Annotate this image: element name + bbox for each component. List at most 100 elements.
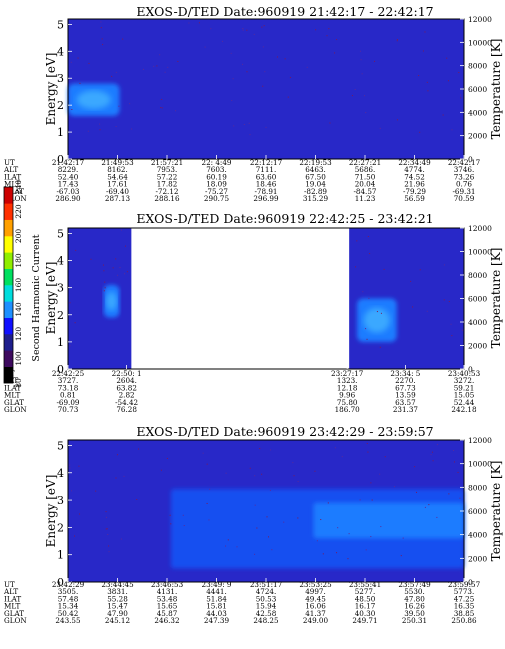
panel-2-y2tick-label: 12000 <box>468 224 492 233</box>
panel-1-ylabel: Energy [eV] <box>44 53 58 126</box>
panel-1-table-cell: 67.50 <box>305 172 326 181</box>
panel-2-speckle <box>74 322 76 324</box>
panel-1-speckle <box>284 58 286 60</box>
panel-1-speckle <box>336 39 338 41</box>
panel-1-features <box>68 83 120 116</box>
panel-2-table-label: GLON <box>4 405 27 414</box>
panel-1-speckle <box>175 110 177 112</box>
panel-1-speckle <box>177 60 179 62</box>
panel-1-table-cell: 287.13 <box>105 194 131 203</box>
panel-1-ytick-label: 2 <box>57 99 64 112</box>
panel-1-speckle <box>232 78 234 80</box>
panel-3-speckle <box>327 502 329 504</box>
panel-3-speckle <box>366 442 368 444</box>
panel-2-ytick-label: 5 <box>57 227 64 240</box>
panel-1-speckle <box>261 26 263 28</box>
panel-1-table-cell: 17.61 <box>107 180 128 189</box>
panel-1-table-cell: 22: 4:49 <box>202 158 232 167</box>
colorbar-tick-label: 240 <box>14 180 23 195</box>
panel-3-table-cell: 3831. <box>107 587 128 596</box>
panel-2-speckle <box>368 297 370 299</box>
panel-1-table-cell: -67.03 <box>56 187 79 196</box>
panel-2-speckle <box>115 258 117 260</box>
panel-1-ytick-label: 3 <box>57 72 64 85</box>
panel-3-table-cell: 23:49: 9 <box>202 580 232 589</box>
panel-2-table-cell: 3272. <box>454 376 475 385</box>
panel-3-table-cell: 249.00 <box>303 616 329 625</box>
colorbar-segments <box>4 187 13 384</box>
panel-2-data-gap <box>131 228 350 369</box>
panel-1-y2label: Temperature [K] <box>489 39 503 140</box>
panel-1-table-cell: 17.43 <box>58 180 79 189</box>
panel-3-speckle <box>459 497 461 499</box>
panel-1-speckle <box>315 29 317 31</box>
panel-1-speckle <box>354 89 356 91</box>
panel-3-table-cell: 4441. <box>206 587 227 596</box>
panel-3-speckle <box>115 477 117 479</box>
panel-1-table-cell: -69.40 <box>106 187 129 196</box>
panel-1-speckle <box>99 129 101 131</box>
panel-2-ylabel: Energy [eV] <box>44 262 58 335</box>
panel-3-table-cell: 50.53 <box>256 594 277 603</box>
panel-3-speckle <box>314 470 316 472</box>
panel-2-speckle <box>410 280 412 282</box>
colorbar-tick-label: 100 <box>14 351 23 366</box>
colorbar-segment <box>4 219 13 237</box>
panel-1-table-cell: 21:57:21 <box>151 158 183 167</box>
panel-3-y2tick-label: 6000 <box>468 507 487 516</box>
panel-1-table-cell: 17.82 <box>157 180 178 189</box>
panel-3-speckle <box>254 553 256 555</box>
panel-2-speckle <box>365 328 367 330</box>
panel-1-table-cell: 11.23 <box>355 194 376 203</box>
panel-1-yticks: 0 1 2 3 4 5 <box>57 18 72 166</box>
panel-3-speckle <box>69 464 71 466</box>
panel-3-speckle <box>166 457 168 459</box>
colorbar-segment <box>4 350 13 367</box>
panel-3-table-cell: 47.25 <box>454 594 475 603</box>
panel-1-speckle <box>167 66 169 68</box>
panel-3-speckle <box>183 525 185 527</box>
panel-1-speckle <box>263 25 265 27</box>
colorbar-tick-label: 180 <box>14 253 23 268</box>
panel-3-yticks: 0 1 2 3 4 5 <box>57 439 72 589</box>
panel-2-speckle <box>426 310 428 312</box>
panel-1-speckle <box>442 114 444 116</box>
panel-3-table-cell: 45.87 <box>157 609 178 618</box>
panel-3-table-cell: 5277. <box>355 587 376 596</box>
panel-1-speckle <box>396 39 398 41</box>
panel-1-table-cell: -84.57 <box>353 187 376 196</box>
panel-3-ytick-label: 1 <box>57 549 64 562</box>
panel-3-table-cell: 55.28 <box>107 594 128 603</box>
panel-2-table-cell: 22:50: 1 <box>112 369 142 378</box>
panel-2-ytick-label: 4 <box>57 255 64 268</box>
panel-3-speckle <box>293 475 295 477</box>
panel-3-speckle <box>266 516 268 518</box>
panel-3-table-label: GLON <box>4 616 27 625</box>
colorbar-tick-label: 160 <box>14 278 23 293</box>
panel-2-speckle <box>419 269 421 271</box>
panel-3-table-cell: 48.50 <box>355 594 376 603</box>
panel-3-speckle <box>359 499 361 501</box>
panel-1-plot-area <box>68 19 464 159</box>
panel-3-table-cell: 57.48 <box>58 594 79 603</box>
panel-1: EXOS-D/TED Date:960919 21:42:17 - 22:42:… <box>3 4 503 203</box>
panel-2-ytick-label: 3 <box>57 282 64 295</box>
panel-3-speckle <box>424 506 426 508</box>
panel-2-speckle <box>104 281 106 283</box>
panel-3-speckle <box>254 504 256 506</box>
panel-2-speckle <box>450 323 452 325</box>
panel-2-speckle <box>124 245 126 247</box>
panel-2-table-cell: 2604. <box>116 376 137 385</box>
panel-3-table-cell: 40.30 <box>355 609 376 618</box>
panel-2-speckle <box>103 290 105 292</box>
panel-1-table-cell: 315.29 <box>303 194 329 203</box>
panel-2: EXOS-D/TED Date:960919 22:42:25 - 23:42:… <box>3 211 503 414</box>
panel-1-table-cell: 8229. <box>58 165 79 174</box>
panel-1-speckle <box>248 122 250 124</box>
panel-1-speckle <box>276 56 278 58</box>
panel-3-table-cell: 51.84 <box>206 594 227 603</box>
panel-2-table-cell: -54.42 <box>115 398 138 407</box>
panel-1-speckle <box>418 75 420 77</box>
panel-1-ytick-label: 5 <box>57 18 64 31</box>
panel-1-speckle <box>77 57 79 59</box>
